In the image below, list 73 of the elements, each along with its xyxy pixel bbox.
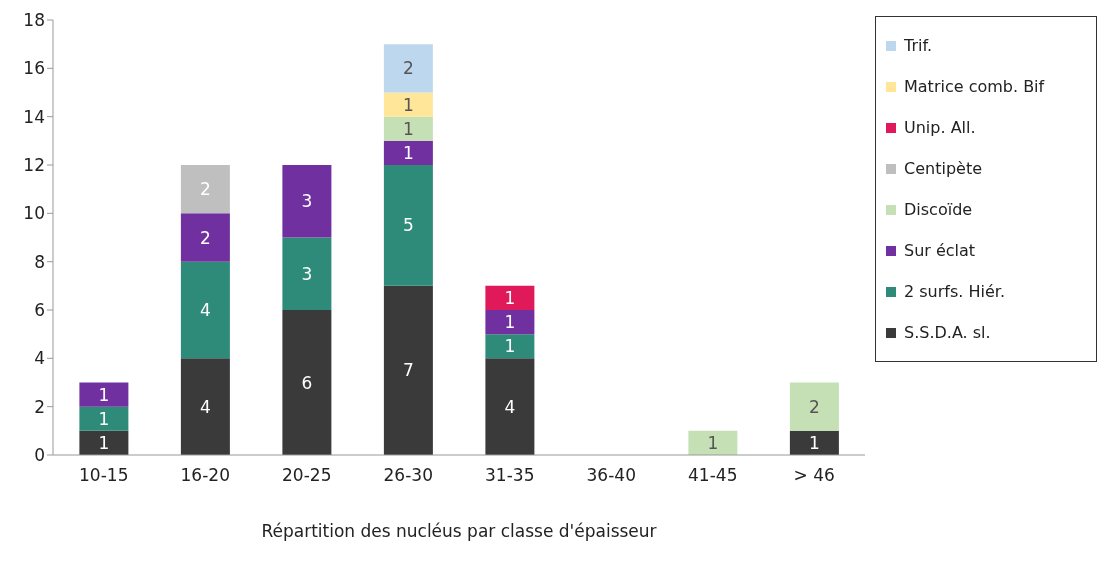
x-tick-label: 26-30 <box>383 465 433 486</box>
x-tick-label: 31-35 <box>485 465 535 486</box>
bar <box>282 165 332 238</box>
bar <box>180 261 230 359</box>
data-label: 4 <box>504 396 516 417</box>
data-label: 1 <box>402 94 414 115</box>
data-label: 5 <box>402 215 414 236</box>
y-tick-label: 18 <box>23 10 45 31</box>
data-label: 1 <box>504 336 516 357</box>
data-label: 7 <box>402 360 414 381</box>
y-tick-label: 0 <box>34 445 45 466</box>
data-label: 3 <box>301 191 313 212</box>
bar <box>789 382 839 431</box>
bar <box>383 116 433 141</box>
data-label: 1 <box>707 432 719 453</box>
data-label: 1 <box>98 384 110 405</box>
legend-label: Unip. All. <box>904 118 976 137</box>
legend-label: Discoïde <box>904 200 973 219</box>
legend-label: Centipète <box>904 159 982 178</box>
x-tick-label: 10-15 <box>79 465 129 486</box>
data-label: 4 <box>199 300 211 321</box>
legend-label: 2 surfs. Hiér. <box>904 282 1005 301</box>
legend-label: S.S.D.A. sl. <box>904 323 991 342</box>
bar <box>485 358 535 455</box>
bar <box>282 237 332 310</box>
bar <box>383 140 433 165</box>
legend-label: Matrice comb. Bif <box>904 77 1045 96</box>
data-label: 3 <box>301 263 313 284</box>
data-label: 1 <box>98 432 110 453</box>
data-label: 2 <box>199 227 211 248</box>
bar <box>789 430 839 455</box>
y-tick-label: 6 <box>34 300 45 321</box>
bar <box>180 358 230 455</box>
y-tick-label: 2 <box>34 396 45 417</box>
bar <box>383 44 433 93</box>
data-label: 1 <box>402 118 414 139</box>
bar <box>180 213 230 262</box>
bar <box>485 310 535 335</box>
bar <box>383 92 433 117</box>
bar <box>485 285 535 310</box>
x-tick-label: 41-45 <box>688 465 738 486</box>
data-label: 1 <box>504 312 516 333</box>
data-label: 1 <box>402 142 414 163</box>
data-label: 1 <box>98 408 110 429</box>
data-label: 2 <box>402 58 414 79</box>
x-tick-label: 16-20 <box>180 465 230 486</box>
data-label: 2 <box>199 179 211 200</box>
bar <box>79 430 129 455</box>
data-label: 4 <box>199 396 211 417</box>
data-label: 2 <box>808 396 820 417</box>
x-tick-label: 20-25 <box>282 465 332 486</box>
y-tick-label: 12 <box>23 155 45 176</box>
bar <box>180 165 230 214</box>
data-label: 1 <box>808 432 820 453</box>
bar <box>383 165 433 286</box>
y-tick-label: 16 <box>23 58 45 79</box>
bar <box>79 382 129 407</box>
bar <box>383 285 433 455</box>
y-tick-label: 4 <box>34 348 45 369</box>
legend-label: Sur éclat <box>904 241 976 260</box>
bar <box>485 334 535 359</box>
x-tick-label: 36-40 <box>586 465 636 486</box>
bar <box>79 406 129 431</box>
x-axis-title: Répartition des nucléus par classe d'épaisseur <box>261 521 657 541</box>
data-label: 1 <box>504 287 516 308</box>
legend-label: Trif. <box>904 36 932 55</box>
y-tick-label: 10 <box>23 203 45 224</box>
y-tick-label: 8 <box>34 251 45 272</box>
bar <box>282 310 332 455</box>
data-label: 6 <box>301 372 313 393</box>
x-tick-label: > 46 <box>793 465 835 486</box>
bar <box>688 430 738 455</box>
y-tick-label: 14 <box>23 106 45 127</box>
